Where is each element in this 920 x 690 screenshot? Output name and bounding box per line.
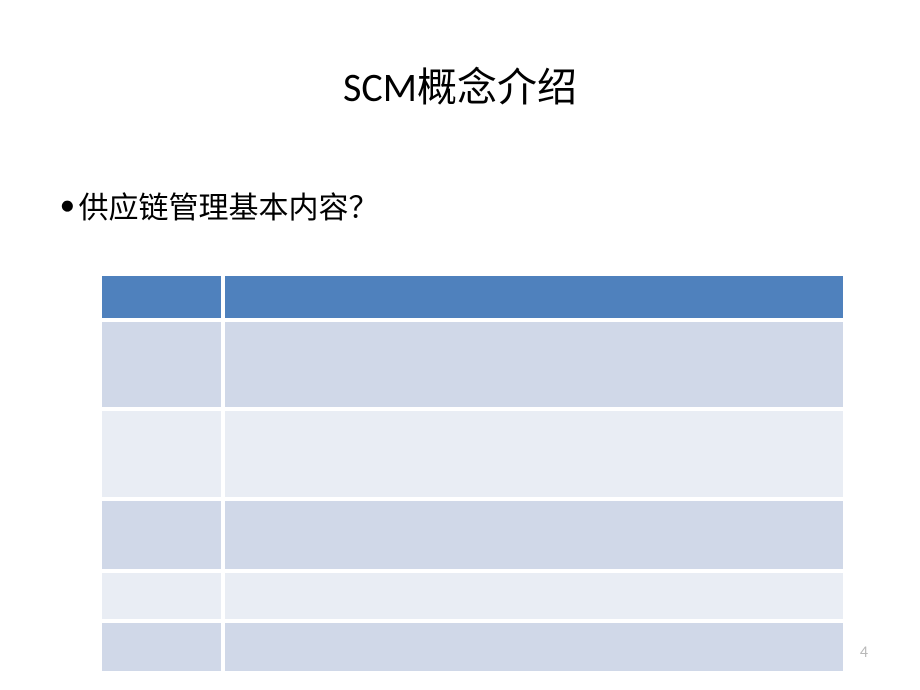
bullet-marker-icon: ● xyxy=(60,191,75,220)
table-container xyxy=(0,227,920,675)
bullet-section: ● 供应链管理基本内容？ xyxy=(0,113,920,227)
table-cell xyxy=(225,322,843,407)
table-cell xyxy=(225,501,843,569)
table-cell xyxy=(102,573,221,619)
table-cell xyxy=(225,623,843,671)
table-header-cell xyxy=(225,276,843,318)
table-cell xyxy=(102,411,221,497)
bullet-text: 供应链管理基本内容？ xyxy=(79,183,379,227)
table-cell xyxy=(225,573,843,619)
bullet-item: ● 供应链管理基本内容？ xyxy=(60,183,920,227)
table-cell xyxy=(102,501,221,569)
slide-title: SCM概念介绍 xyxy=(0,0,920,113)
slide-container: SCM概念介绍 ● 供应链管理基本内容？ xyxy=(0,0,920,690)
table-cell xyxy=(102,623,221,671)
table-row xyxy=(102,322,843,407)
table-row xyxy=(102,623,843,671)
table-cell xyxy=(102,322,221,407)
table-row xyxy=(102,501,843,569)
page-number: 4 xyxy=(860,643,868,662)
table-row xyxy=(102,411,843,497)
scm-content-table xyxy=(98,272,847,675)
table-header-cell xyxy=(102,276,221,318)
table-cell xyxy=(225,411,843,497)
table-header-row xyxy=(102,276,843,318)
table-row xyxy=(102,573,843,619)
